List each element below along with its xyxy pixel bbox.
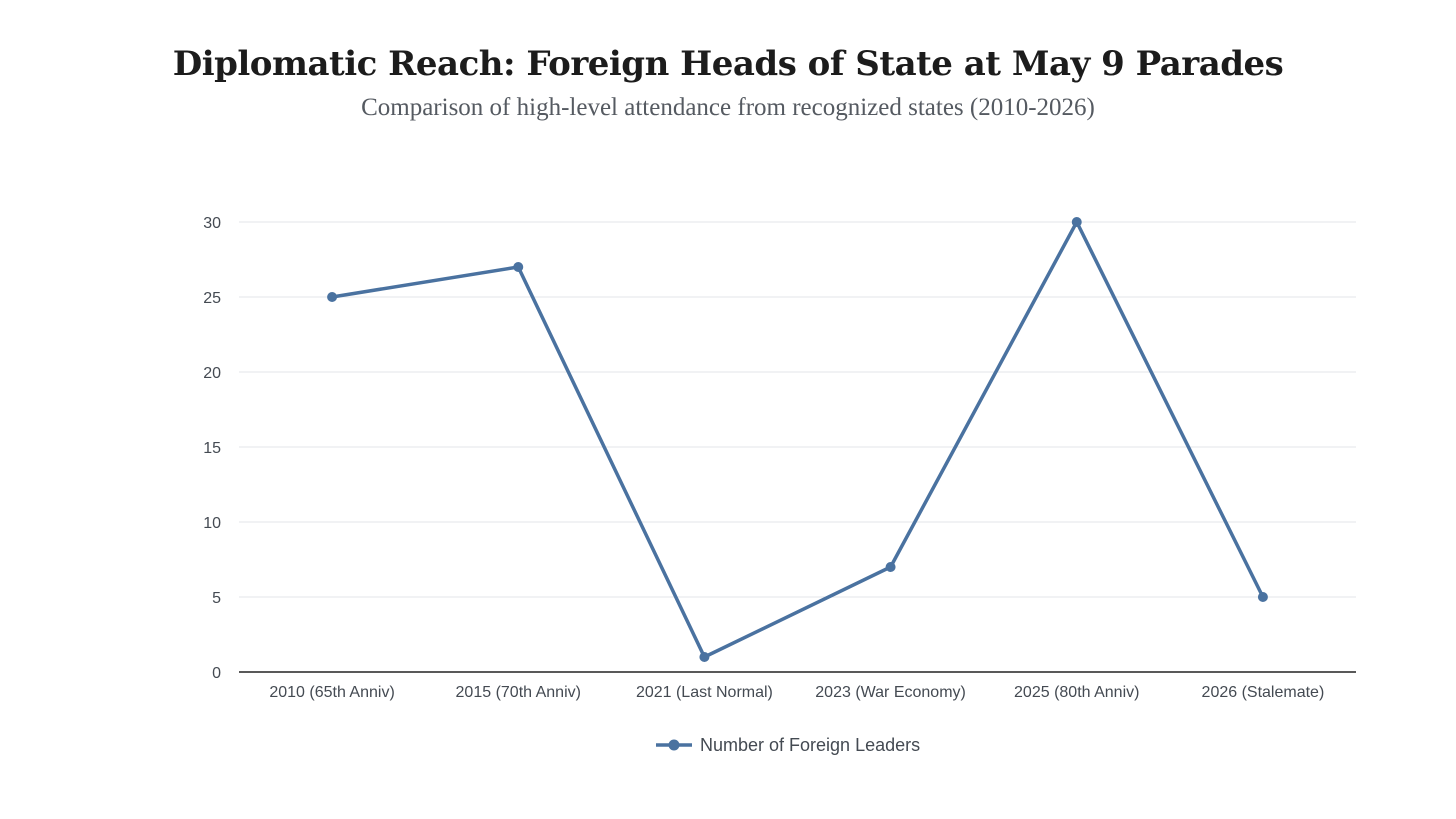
x-tick-label: 2025 (80th Anniv) — [1014, 684, 1139, 701]
legend-label: Number of Foreign Leaders — [700, 735, 920, 755]
series-group — [327, 217, 1268, 662]
series-line — [330, 220, 1265, 659]
x-tick-label: 2010 (65th Anniv) — [269, 684, 394, 701]
chart-subtitle: Comparison of high-level attendance from… — [361, 94, 1095, 121]
y-tick-label: 30 — [203, 215, 221, 232]
y-tick-label: 10 — [203, 515, 221, 532]
x-axis-ticks: 2010 (65th Anniv) 2015 (70th Anniv) 2021 (… — [269, 684, 1324, 701]
x-tick-label: 2023 (War Economy) — [815, 684, 966, 701]
grid-lines — [239, 221, 1356, 598]
data-point[interactable] — [513, 262, 524, 272]
data-point[interactable] — [699, 652, 710, 662]
data-point[interactable] — [1257, 592, 1268, 602]
chart-title: Diplomatic Reach: Foreign Heads of State… — [172, 44, 1284, 84]
legend-marker — [668, 739, 680, 751]
y-tick-label: 0 — [212, 665, 221, 682]
data-point[interactable] — [885, 562, 896, 572]
y-tick-label: 20 — [203, 365, 221, 382]
x-tick-label: 2021 (Last Normal) — [636, 684, 773, 701]
legend[interactable]: Number of Foreign Leaders — [656, 735, 920, 755]
y-tick-label: 25 — [203, 290, 221, 307]
data-point[interactable] — [327, 292, 338, 302]
x-tick-label: 2026 (Stalemate) — [1202, 684, 1325, 701]
y-tick-label: 5 — [212, 590, 221, 607]
data-point[interactable] — [1071, 217, 1082, 227]
y-axis-ticks: 0 5 10 15 20 25 30 — [203, 215, 221, 682]
x-tick-label: 2015 (70th Anniv) — [456, 684, 581, 701]
y-tick-label: 15 — [203, 440, 221, 457]
